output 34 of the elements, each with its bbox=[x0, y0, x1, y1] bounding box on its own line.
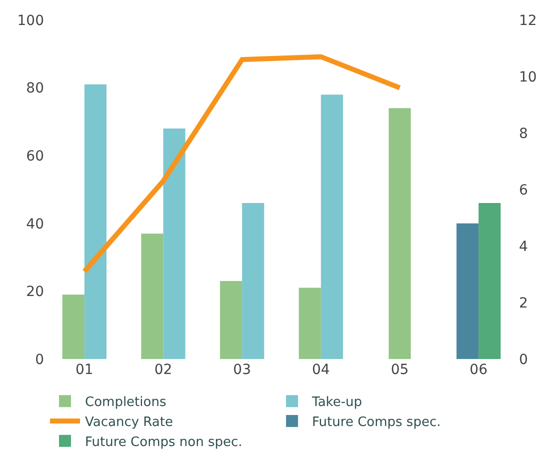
bar bbox=[62, 294, 84, 359]
y-tick-label: 80 bbox=[26, 80, 44, 97]
bar bbox=[478, 203, 501, 359]
y-tick-label: 40 bbox=[26, 216, 44, 232]
x-tick-label: 04 bbox=[312, 362, 330, 378]
legend-label: Completions bbox=[85, 395, 166, 410]
y-tick-label: 60 bbox=[26, 148, 44, 164]
x-tick-label: 01 bbox=[76, 362, 94, 378]
x-tick-label: 06 bbox=[470, 362, 488, 378]
bar bbox=[456, 223, 479, 359]
legend-label: Vacancy Rate bbox=[85, 415, 173, 430]
x-tick-label: 03 bbox=[233, 362, 251, 378]
bar bbox=[163, 128, 186, 359]
bar bbox=[141, 234, 164, 359]
bar bbox=[84, 84, 106, 359]
y-tick-label: 100 bbox=[17, 12, 44, 29]
bar bbox=[320, 94, 343, 359]
y2-tick-label: 4 bbox=[519, 238, 528, 255]
y-tick-label: 0 bbox=[35, 352, 44, 368]
y-tick-label: 20 bbox=[26, 284, 44, 300]
y2-tick-label: 10 bbox=[519, 69, 537, 86]
bar bbox=[298, 288, 321, 359]
x-tick-label: 05 bbox=[390, 362, 409, 378]
bar bbox=[242, 203, 264, 359]
y2-tick-label: 8 bbox=[519, 126, 528, 142]
y2-tick-label: 2 bbox=[519, 295, 528, 312]
legend-label: Future Comps spec. bbox=[312, 415, 441, 430]
legend-label: Future Comps non spec. bbox=[85, 434, 242, 450]
y2-tick-label: 12 bbox=[519, 12, 537, 29]
x-tick-label: 02 bbox=[154, 362, 172, 378]
bar bbox=[220, 281, 242, 359]
legend-label: Take-up bbox=[311, 395, 362, 410]
y2-tick-label: 6 bbox=[519, 182, 528, 198]
y2-tick-label: 0 bbox=[519, 352, 528, 368]
